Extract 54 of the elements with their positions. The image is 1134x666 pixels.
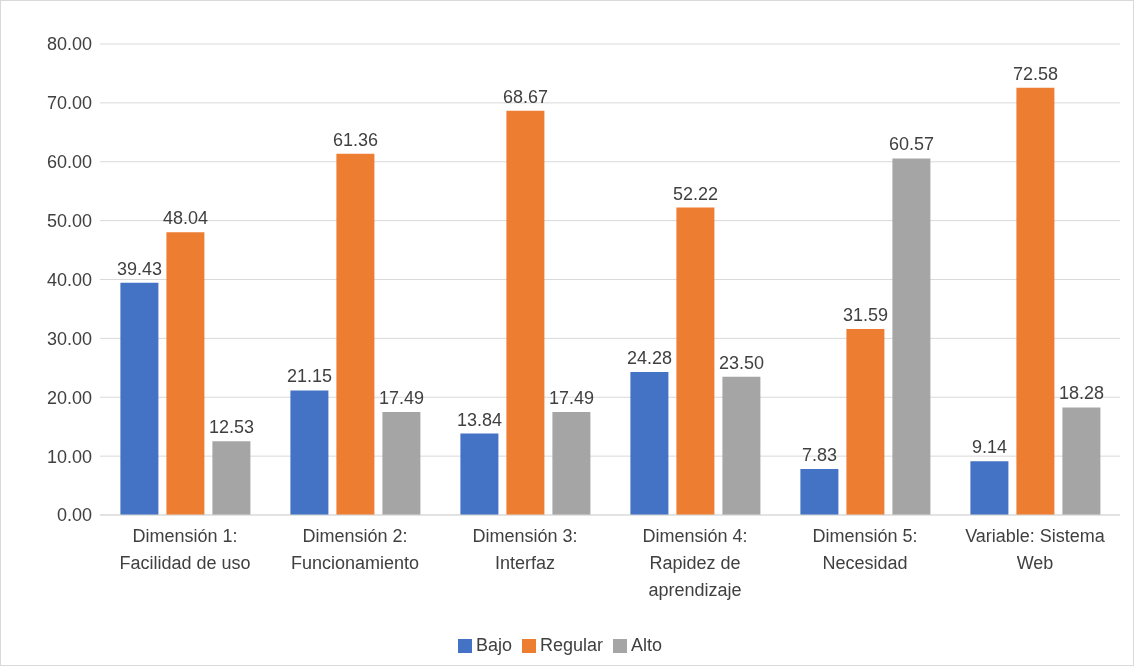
y-tick-label: 60.00: [46, 152, 92, 173]
legend-label: Regular: [539, 635, 604, 655]
bar: [800, 468, 839, 515]
data-label: 18.28: [1058, 383, 1104, 404]
bar: [1062, 407, 1101, 515]
y-tick-label: 50.00: [46, 211, 92, 232]
bar: [552, 412, 591, 515]
legend-label: Bajo: [475, 635, 512, 655]
bar: [630, 372, 669, 515]
data-label: 31.59: [842, 305, 888, 326]
bar: [212, 441, 251, 515]
x-tick-label: Variable: Sistema Web: [965, 525, 1106, 573]
bar: [676, 207, 715, 515]
y-tick-label: 10.00: [46, 446, 92, 467]
data-label: 17.49: [378, 388, 424, 409]
x-tick-label: Dimensión 2: Funcionamiento: [290, 525, 420, 573]
bar: [506, 110, 545, 515]
data-label: 9.14: [971, 437, 1007, 458]
bar: [846, 329, 885, 515]
legend-label: Alto: [631, 635, 663, 655]
y-tick-label: 40.00: [46, 269, 92, 290]
bar: [120, 282, 159, 515]
bar: [290, 390, 329, 515]
y-tick-label: 80.00: [46, 34, 92, 55]
data-label: 12.53: [208, 417, 254, 438]
data-label: 23.50: [718, 352, 764, 373]
data-label: 24.28: [626, 348, 672, 369]
data-label: 72.58: [1012, 63, 1058, 84]
data-label: 17.49: [548, 388, 594, 409]
bar: [382, 412, 421, 515]
data-label: 68.67: [502, 86, 548, 107]
x-tick-label: Dimensión 4: Rapidez de aprendizaje: [642, 525, 748, 600]
y-tick-label: 70.00: [46, 93, 92, 114]
bar: [970, 461, 1009, 515]
x-tick-label: Dimensión 5: Necesidad: [812, 525, 918, 573]
bar: [336, 153, 375, 515]
bar: [460, 433, 499, 515]
y-tick-label: 30.00: [46, 328, 92, 349]
x-tick-label: Dimensión 3: Interfaz: [472, 525, 578, 573]
x-tick-label: Dimensión 1: Facilidad de uso: [119, 525, 251, 573]
y-tick-label: 20.00: [46, 387, 92, 408]
data-label: 60.57: [888, 134, 934, 155]
data-label: 39.43: [116, 258, 162, 279]
data-label: 13.84: [456, 409, 502, 430]
bar: [166, 232, 205, 515]
bar: [892, 158, 931, 515]
bar: [722, 376, 761, 515]
data-label: 52.22: [672, 183, 718, 204]
y-tick-label: 0.00: [56, 505, 92, 526]
data-label: 21.15: [286, 366, 332, 387]
data-label: 48.04: [162, 208, 208, 229]
data-label: 7.83: [801, 444, 837, 465]
data-label: 61.36: [332, 129, 378, 150]
bar: [1016, 87, 1055, 515]
